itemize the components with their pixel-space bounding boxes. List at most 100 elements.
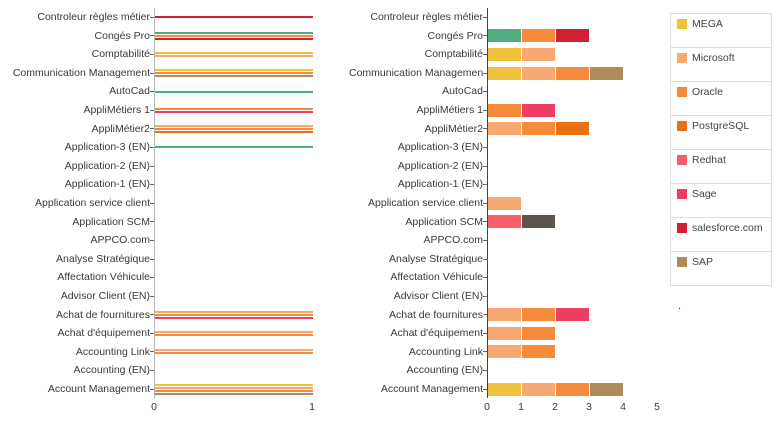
chart-row-achat-d-quipement: Achat d'équipement — [6, 324, 313, 343]
series-line-oracle[interactable] — [155, 333, 313, 336]
series-line-microsoft[interactable] — [155, 330, 313, 333]
series-line-green[interactable] — [155, 31, 313, 34]
series-line-salesforce-com[interactable] — [155, 16, 313, 19]
series-line-oracle[interactable] — [155, 34, 313, 37]
chart-row-achat-de-fournitures: Achat de fournitures — [6, 305, 313, 325]
bar-segment-microsoft[interactable] — [488, 345, 522, 359]
axis-tick-mark — [483, 202, 487, 204]
chart-row-appco-com: APPCO.com — [6, 231, 313, 250]
stacked-bar — [488, 215, 658, 229]
bar-segment-oracle[interactable] — [556, 382, 590, 396]
category-label: AutoCad — [109, 85, 150, 98]
series-line-oracle[interactable] — [155, 389, 313, 392]
legend-item-mega[interactable]: MEGA — [670, 13, 772, 48]
plot-area — [487, 268, 658, 287]
category-label: Accounting (EN) — [406, 364, 483, 377]
axis-tick-mark — [150, 91, 154, 93]
series-line-oracle[interactable] — [155, 72, 313, 75]
series-line-green[interactable] — [155, 90, 313, 93]
series-line-oracle[interactable] — [155, 107, 313, 110]
bar-segment-sap[interactable] — [590, 66, 624, 80]
axis-tick-mark — [483, 165, 487, 167]
legend-item-oracle[interactable]: Oracle — [670, 81, 772, 116]
bar-segment-oracle[interactable] — [522, 122, 556, 136]
chart-row-advisor-client-en: Advisor Client (EN) — [349, 286, 658, 306]
series-line-microsoft[interactable] — [155, 386, 313, 389]
legend-item-postgresql[interactable]: PostgreSQL — [670, 115, 772, 150]
bar-segment-mega[interactable] — [488, 47, 522, 61]
bar-segment-oracle[interactable] — [522, 326, 556, 340]
series-line-salesforce-com[interactable] — [155, 37, 313, 40]
legend-item-salesforce-com[interactable]: salesforce.com — [670, 217, 772, 252]
chart-row-communication-management: Communication Management — [6, 63, 313, 83]
legend-items: MEGA Microsoft Oracle PostgreSQL Redhat Sage s… — [670, 13, 772, 286]
axis-tick-mark — [483, 221, 487, 223]
series-line-sap[interactable] — [155, 392, 313, 395]
bar-segment-sap[interactable] — [590, 382, 624, 396]
bar-segment-mega[interactable] — [488, 66, 522, 80]
axis-tick-mark — [150, 109, 154, 111]
bar-segment-oracle[interactable] — [522, 345, 556, 359]
bar-segment-microsoft[interactable] — [522, 66, 556, 80]
bar-segment-sage[interactable] — [556, 308, 590, 322]
bar-segment-microsoft[interactable] — [488, 308, 522, 322]
series-line-green[interactable] — [155, 146, 313, 149]
category-label: Achat d'équipement — [57, 327, 151, 340]
category-label: Advisor Client (EN) — [60, 289, 150, 302]
series-line-mega[interactable] — [155, 69, 313, 72]
bar-segment-redhat[interactable] — [488, 215, 522, 229]
legend-item-sage[interactable]: Sage — [670, 183, 772, 218]
bar-segment-oracle[interactable] — [556, 66, 590, 80]
legend-item-redhat[interactable]: Redhat — [670, 149, 772, 184]
legend-item-microsoft[interactable]: Microsoft — [670, 47, 772, 82]
bar-segment-postgresql[interactable] — [556, 122, 590, 136]
chart-row-appco-com: APPCO.com — [349, 231, 658, 250]
series-line-microsoft[interactable] — [155, 124, 313, 127]
stacked-bar-chart: Controleur règles métier Congés Pro Compta… — [349, 8, 660, 414]
bar-segment-mega[interactable] — [488, 382, 522, 396]
chart-row-application-2-en: Application-2 (EN) — [349, 156, 658, 176]
series-line-sage[interactable] — [155, 110, 313, 113]
axis-tick-mark — [483, 239, 487, 241]
stacked-bar — [488, 290, 658, 303]
x-tick-label: 3 — [586, 401, 592, 414]
plot-area — [487, 156, 658, 176]
series-line-oracle[interactable] — [155, 127, 313, 130]
bar-segment-dark[interactable] — [522, 215, 556, 229]
series-line-oracle[interactable] — [155, 352, 313, 355]
series-line-microsoft[interactable] — [155, 54, 313, 57]
bar-segment-oracle[interactable] — [522, 29, 556, 43]
stacked-bar — [488, 122, 658, 136]
plot-area — [154, 305, 313, 325]
series-line-oracle[interactable] — [155, 313, 313, 316]
stacked-bar — [488, 160, 658, 173]
series-line-postgresql[interactable] — [155, 130, 313, 133]
series-line-sap[interactable] — [155, 75, 313, 78]
plot-area — [154, 82, 313, 101]
bar-segment-microsoft[interactable] — [488, 326, 522, 340]
bar-segment-microsoft[interactable] — [488, 196, 522, 210]
plot-area — [487, 138, 658, 157]
series-line-mega[interactable] — [155, 383, 313, 386]
axis-tick-mark — [150, 72, 154, 74]
legend-swatch — [677, 223, 687, 233]
bar-segment-oracle[interactable] — [522, 308, 556, 322]
bar-segment-sage[interactable] — [522, 103, 556, 117]
overlay-line-chart-rows: Controleur règles métier Congés Pro Compta… — [6, 8, 313, 399]
bar-segment-microsoft[interactable] — [488, 122, 522, 136]
stacked-bar — [488, 85, 658, 98]
series-line-microsoft[interactable] — [155, 310, 313, 313]
axis-tick-mark — [150, 165, 154, 167]
series-line-microsoft[interactable] — [155, 349, 313, 352]
series-line-sage[interactable] — [155, 316, 313, 319]
bar-segment-salesforce-com[interactable] — [556, 29, 590, 43]
series-line-mega[interactable] — [155, 51, 313, 54]
bar-segment-microsoft[interactable] — [522, 382, 556, 396]
category-label: Achat de fournitures — [56, 308, 150, 321]
bar-segment-green[interactable] — [488, 29, 522, 43]
axis-tick-mark — [483, 128, 487, 130]
bar-segment-oracle[interactable] — [488, 103, 522, 117]
plot-area — [154, 26, 313, 46]
legend-item-sap[interactable]: SAP — [670, 251, 772, 286]
bar-segment-microsoft[interactable] — [522, 47, 556, 61]
